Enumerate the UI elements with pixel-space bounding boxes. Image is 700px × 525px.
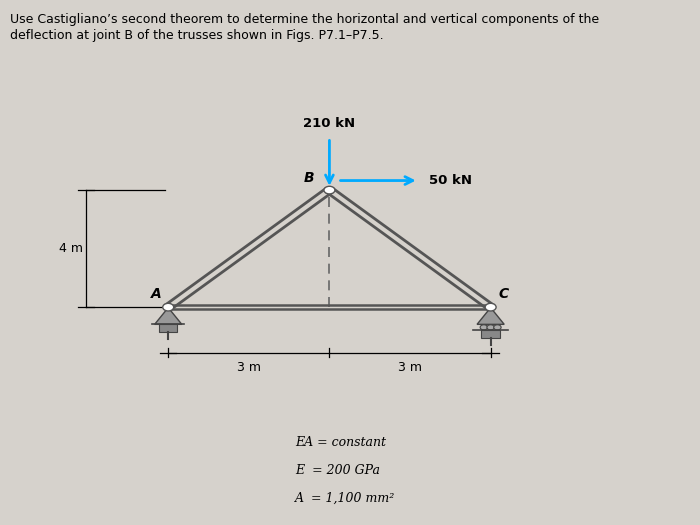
Circle shape	[494, 325, 501, 330]
Text: C: C	[499, 287, 509, 301]
Text: 4 m: 4 m	[59, 242, 83, 255]
Circle shape	[480, 325, 487, 330]
Text: A  = 1,100 mm²: A = 1,100 mm²	[295, 491, 395, 505]
Text: 3 m: 3 m	[398, 361, 422, 374]
Circle shape	[162, 303, 174, 311]
Polygon shape	[477, 308, 504, 324]
FancyBboxPatch shape	[482, 330, 500, 338]
Circle shape	[485, 303, 496, 311]
Text: 3 m: 3 m	[237, 361, 261, 374]
Text: E  = 200 GPa: E = 200 GPa	[295, 464, 380, 477]
Text: 50 kN: 50 kN	[429, 174, 472, 187]
Text: deflection at joint ​B​ of the trusses shown in Figs. P7.1–P7.5.: deflection at joint ​B​ of the trusses s…	[10, 29, 384, 42]
Text: Use Castigliano’s second theorem to determine the horizontal and vertical compon: Use Castigliano’s second theorem to dete…	[10, 13, 600, 26]
Polygon shape	[155, 308, 182, 324]
Circle shape	[324, 186, 335, 194]
Text: A: A	[150, 287, 161, 301]
Text: B: B	[304, 171, 314, 185]
Circle shape	[487, 325, 494, 330]
Text: 210 kN: 210 kN	[303, 118, 356, 130]
FancyBboxPatch shape	[159, 324, 178, 332]
Text: EA = constant: EA = constant	[295, 436, 386, 449]
